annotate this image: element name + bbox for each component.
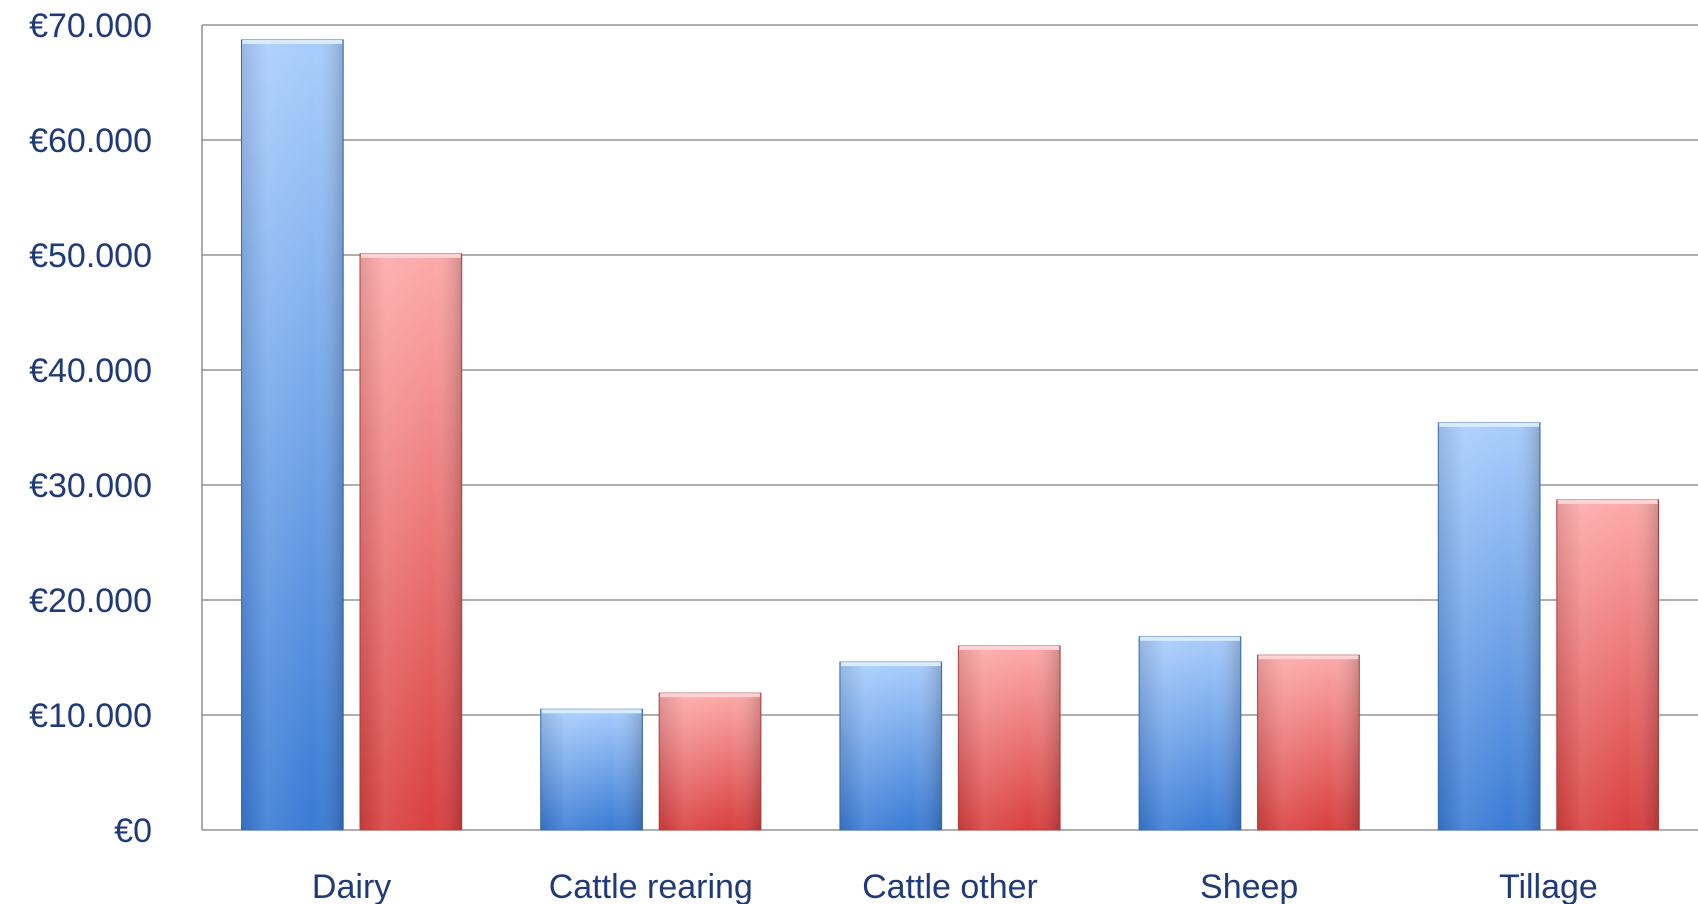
bar-dairy-series-1 (240, 39, 344, 831)
bar-shading (958, 646, 1061, 830)
bar-highlight (360, 253, 461, 258)
bars (240, 39, 1660, 831)
bar-cattle-rearing-series-1 (540, 708, 643, 831)
bar-shading (839, 662, 942, 830)
y-tick-label: €20.000 (29, 582, 152, 620)
y-tick-label: €10.000 (29, 697, 152, 735)
y-tick-label: €30.000 (29, 467, 152, 505)
x-tick-label: Dairy (312, 868, 391, 904)
x-tick-label: Cattle rearing (549, 868, 753, 904)
bar-highlight (1140, 636, 1240, 641)
y-tick-label: €40.000 (29, 352, 152, 390)
bar-highlight (541, 709, 642, 714)
y-tick-label: €70.000 (29, 7, 152, 45)
x-tick-label: Cattle other (862, 868, 1038, 904)
bar-dairy-series-2 (359, 253, 463, 831)
bar-shading (359, 253, 462, 831)
y-tick-label: €50.000 (29, 237, 152, 275)
bar-highlight (660, 693, 760, 698)
bar-tillage-series-2 (1556, 499, 1660, 831)
bar-shading (659, 693, 761, 830)
bar-cattle-other-series-2 (957, 645, 1061, 831)
bar-sheep-series-1 (1138, 636, 1242, 831)
bar-highlight (840, 662, 941, 667)
bar-tillage-series-1 (1437, 422, 1541, 831)
y-axis-ticks: €0 €10.000 €20.000 €30.000 €40.000 €50.000 €60… (29, 7, 152, 850)
y-tick-label: €0 (114, 812, 152, 850)
x-tick-label: Sheep (1200, 868, 1298, 904)
bar-highlight (1557, 499, 1658, 504)
bar-cattle-other-series-1 (839, 661, 943, 831)
bar-shading (1139, 636, 1241, 830)
x-tick-label: Tillage (1499, 868, 1598, 904)
bar-shading (1438, 422, 1541, 830)
x-axis-labels: Dairy Cattle rearing Cattle other Sheep Till… (312, 868, 1598, 904)
bar-shading (540, 709, 643, 830)
bar-shading (1257, 655, 1360, 830)
bar-sheep-series-2 (1257, 654, 1360, 831)
bar-highlight (1258, 655, 1359, 660)
bar-cattle-rearing-series-2 (658, 692, 762, 831)
bar-highlight (242, 39, 343, 44)
y-tick-label: €60.000 (29, 122, 152, 160)
bar-shading (241, 39, 344, 830)
bar-shading (1556, 499, 1659, 830)
bar-highlight (1439, 422, 1540, 427)
bar-highlight (959, 646, 1060, 650)
